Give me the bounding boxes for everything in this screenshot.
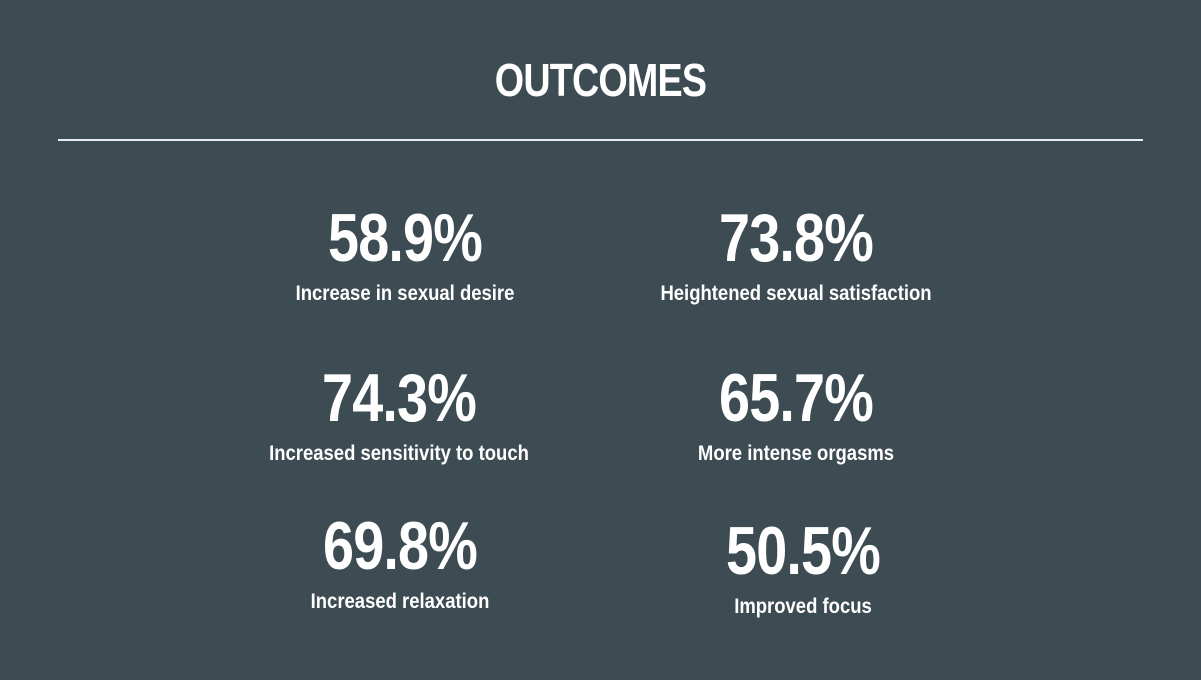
stat-label: Increased sensitivity to touch [269,442,529,465]
stat-card: 73.8% Heightened sexual satisfaction [616,202,976,306]
stat-value: 50.5% [725,513,881,589]
stat-card: 69.8% Increased relaxation [220,510,580,614]
stat-card: 65.7% More intense orgasms [616,362,976,466]
stat-label: More intense orgasms [697,442,895,465]
stat-card: 50.5% Improved focus [623,515,983,619]
stat-value: 65.7% [718,360,874,436]
stat-value: 73.8% [718,200,874,276]
stat-label: Increased relaxation [310,590,490,613]
page-title: OUTCOMES [494,54,707,106]
title-divider [58,139,1143,141]
stat-label: Improved focus [734,595,872,618]
stat-card: 58.9% Increase in sexual desire [225,202,585,306]
stat-value: 74.3% [321,360,477,436]
stat-value: 69.8% [322,508,478,584]
stat-label: Increase in sexual desire [295,282,515,305]
stat-label: Heightened sexual satisfaction [660,282,932,305]
stat-value: 58.9% [327,200,483,276]
stat-card: 74.3% Increased sensitivity to touch [219,362,579,466]
